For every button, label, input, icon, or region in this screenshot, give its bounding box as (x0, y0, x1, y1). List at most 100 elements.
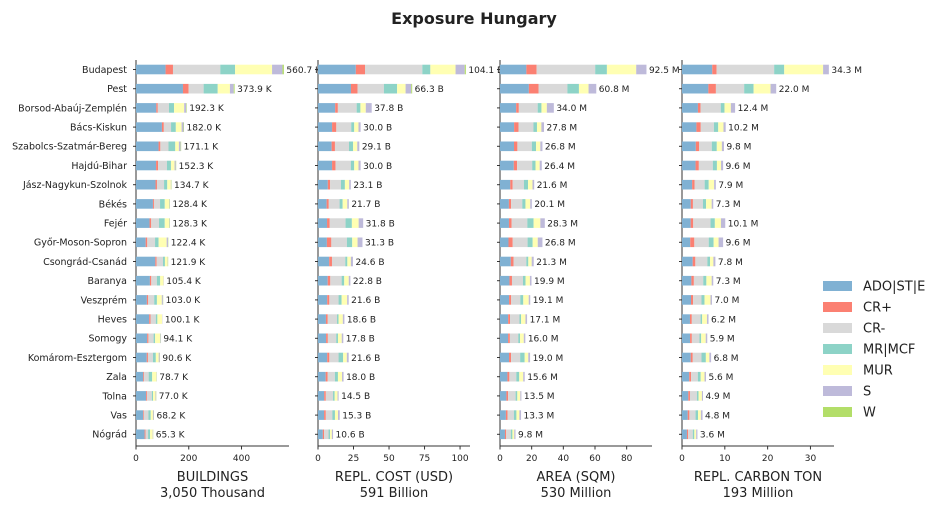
x-axis-subtitle: 530 Million (541, 486, 612, 501)
bar-segment-cr-zala (507, 371, 510, 382)
x-tick-label: 75 (419, 454, 430, 464)
bar-segment-mr-mcf-jasz-nagykun-szolnok (340, 179, 345, 190)
bar-segment-ado-st-e-veszprem (318, 295, 328, 305)
bar-segment-mur-zala (337, 371, 343, 382)
bar-segment-mur-bekes (525, 199, 531, 209)
bar-segment-cr-heves (327, 314, 338, 324)
bar-segment-mr-mcf-zala (148, 371, 153, 382)
bar-segment-mur-szabolcs-szatmar-bereg (716, 141, 722, 152)
bar-segment-cr-somogy (327, 333, 337, 344)
region-label-zala: Zala (106, 372, 127, 383)
bar-segment-cr-hajdu-bihar (513, 160, 518, 171)
bar-segment-cr-vas (143, 410, 144, 420)
bar-segment-mr-mcf-borsod-abauj-zemplen (537, 103, 542, 113)
bar-segment-mr-mcf-gyor-moson-sopron (527, 237, 533, 248)
bar-segment-cr-baranya (151, 275, 157, 286)
bar-segment-mur-hajdu-bihar (170, 160, 175, 171)
bar-segment-ado-st-e-jasz-nagykun-szolnok (682, 179, 693, 190)
bar-segment-ado-st-e-hajdu-bihar (136, 160, 157, 171)
bar-segment-mr-mcf-heves (337, 314, 339, 324)
bar-segment-mur-tolna (698, 391, 702, 401)
bar-segment-cr-bekes (153, 199, 161, 209)
bar-segment-mur-budapest (430, 64, 456, 75)
bar-segment-ado-st-e-borsod-abauj-zemplen (682, 103, 698, 113)
bar-segment-mr-mcf-gyor-moson-sopron (155, 237, 159, 248)
bar-segment-cr-jasz-nagykun-szolnok (510, 179, 513, 190)
legend-label-cr: CR- (863, 322, 886, 337)
region-label-bacs-kiskun: Bács-Kiskun (70, 123, 127, 134)
legend-swatch-cr (823, 302, 852, 312)
bar-segment-cr-bekes (328, 199, 340, 209)
bar-segment-mr-mcf-pest (383, 83, 398, 94)
chart-panels: Budapest 560.7 K Pest 373.9 K Borsod-Abaúj-Z… (12, 60, 862, 501)
bar-segment-ado-st-e-hajdu-bihar (318, 160, 333, 171)
x-tick-label: 60 (589, 454, 601, 464)
bar-segment-cr-tolna (324, 391, 326, 401)
bar-segment-ado-st-e-pest (136, 83, 183, 94)
bar-segment-cr-nograd (322, 429, 325, 440)
bar-segment-mr-mcf-csongrad-csanad (345, 256, 348, 267)
bar-segment-mr-mcf-hajdu-bihar (532, 160, 536, 171)
bar-segment-ado-st-e-vas (682, 410, 688, 420)
total-label-hajdu-bihar: 9.6 M (726, 162, 751, 172)
total-label-bacs-kiskun: 27.8 M (547, 123, 578, 133)
total-label-tolna: 77.0 K (159, 392, 189, 402)
bar-segment-ado-st-e-somogy (318, 333, 327, 344)
bar-segment-mur-komarom-esztergom (524, 352, 529, 363)
bar-segment-cr-heves (325, 314, 328, 324)
bar-segment-mr-mcf-bacs-kiskun (171, 122, 176, 132)
total-label-bekes: 20.1 M (534, 200, 565, 210)
x-tick-label: 40 (558, 454, 570, 464)
bar-segment-mr-mcf-szabolcs-szatmar-bereg (349, 141, 354, 152)
bar-segment-s-komarom-esztergom (346, 352, 349, 363)
bar-segment-mr-mcf-somogy (336, 333, 338, 344)
bar-segment-cr-veszprem (511, 295, 521, 305)
bar-segment-ado-st-e-komarom-esztergom (500, 352, 510, 363)
bar-segment-mr-mcf-gyor-moson-sopron (708, 237, 714, 248)
bar-segment-cr-veszprem (146, 295, 149, 305)
bar-segment-cr-gyor-moson-sopron (508, 237, 513, 248)
bar-segment-cr-nograd (506, 429, 511, 440)
bar-segment-cr-borsod-abauj-zemplen (516, 103, 519, 113)
bar-segment-cr-csongrad-csanad (155, 256, 157, 267)
bar-segment-mr-mcf-hajdu-bihar (350, 160, 355, 171)
total-label-baranya: 7.3 M (716, 277, 741, 287)
bar-segment-cr-bekes (690, 199, 693, 209)
total-label-fejer: 31.8 B (366, 219, 395, 229)
bar-segment-mr-mcf-fejer (159, 218, 165, 228)
bar-segment-mr-mcf-komarom-esztergom (152, 352, 156, 363)
x-axis-label: AREA (SQM) (536, 470, 615, 485)
bar-segment-s-pest (770, 83, 777, 94)
region-label-bekes: Békés (99, 199, 127, 210)
bar-segment-cr-szabolcs-szatmar-bereg (158, 141, 161, 152)
bar-segment-mur-veszprem (523, 295, 529, 305)
bar-segment-ado-st-e-gyor-moson-sopron (500, 237, 509, 248)
bar-segment-ado-st-e-csongrad-csanad (500, 256, 511, 267)
bar-segment-s-baranya (711, 275, 714, 286)
bar-segment-mur-veszprem (704, 295, 711, 305)
bar-segment-cr-zala (325, 371, 328, 382)
total-label-jasz-nagykun-szolnok: 7.9 M (718, 181, 743, 191)
bar-segment-mr-mcf-fejer (345, 218, 352, 228)
bar-segment-mur-veszprem (156, 295, 162, 305)
panel-1: Budapest 560.7 K Pest 373.9 K Borsod-Abaúj-Z… (12, 60, 322, 501)
bar-segment-cr-tolna (147, 391, 152, 401)
total-label-nograd: 10.6 B (336, 431, 365, 441)
bar-segment-mr-mcf-zala (516, 371, 520, 382)
total-label-borsod-abauj-zemplen: 37.8 B (374, 104, 403, 114)
bar-segment-cr-gyor-moson-sopron (326, 237, 332, 248)
bar-segment-mr-mcf-budapest (220, 64, 236, 75)
bar-segment-s-pest (229, 83, 234, 94)
bar-segment-ado-st-e-gyor-moson-sopron (136, 237, 146, 248)
bar-segment-cr-jasz-nagykun-szolnok (327, 179, 331, 190)
x-tick-label: 50 (383, 454, 395, 464)
bar-segment-mur-jasz-nagykun-szolnok (344, 179, 350, 190)
bar-segment-mur-somogy (520, 333, 524, 344)
bar-segment-cr-komarom-esztergom (327, 352, 330, 363)
total-label-pest: 66.3 B (415, 85, 444, 95)
bar-segment-cr-nograd (504, 429, 507, 440)
bar-segment-cr-fejer (151, 218, 160, 228)
bar-segment-ado-st-e-nograd (136, 429, 145, 440)
bar-segment-cr-vas (507, 410, 514, 420)
bar-segment-cr-bacs-kiskun (514, 122, 519, 132)
